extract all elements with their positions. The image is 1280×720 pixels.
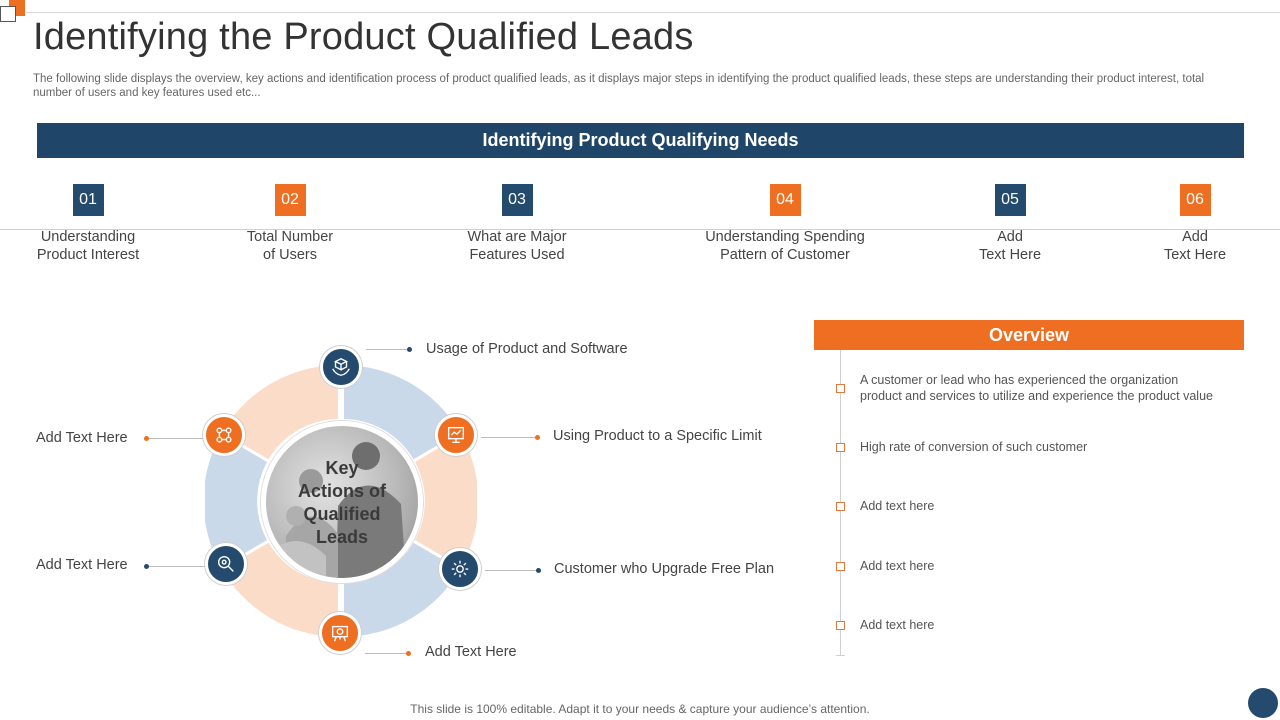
page-title: Identifying the Product Qualified Leads xyxy=(33,16,694,58)
easel-chart-icon xyxy=(319,612,361,654)
step-1: 01 Understanding Product Interest xyxy=(0,184,188,264)
step-label: Add Text Here xyxy=(978,229,1042,263)
overview-item: Add text here xyxy=(836,498,1236,514)
overview-item-text: High rate of conversion of such customer xyxy=(860,440,1088,454)
overview-item-text: Add text here xyxy=(860,559,935,573)
corner-circle-decoration xyxy=(1248,688,1278,718)
overview-item-text: A customer or lead who has experienced t… xyxy=(860,373,1213,403)
connector-right-lower xyxy=(485,570,537,571)
corner-decoration xyxy=(0,0,25,22)
overview-item-text: Add text here xyxy=(860,618,935,632)
overview-item: Add text here xyxy=(836,558,1236,574)
step-number: 03 xyxy=(501,184,533,216)
steps-divider xyxy=(0,229,1280,230)
overview-item: Add text here xyxy=(836,617,1236,633)
hands-box-icon xyxy=(320,346,362,388)
step-4: 04 Understanding Spending Pattern of Cust… xyxy=(685,184,885,264)
overview-item: High rate of conversion of such customer xyxy=(836,439,1236,455)
ring-segment-top-left xyxy=(222,365,338,460)
callout-dot xyxy=(536,568,541,573)
step-label: Understanding Product Interest xyxy=(36,229,140,263)
page-subtitle: The following slide displays the overvie… xyxy=(33,73,1205,99)
step-label: Understanding Spending Pattern of Custome… xyxy=(705,229,865,263)
connector-right-upper xyxy=(481,437,536,438)
magnifier-gear-icon xyxy=(205,543,247,585)
callout-dot xyxy=(144,564,149,569)
callout-bottom: Add Text Here xyxy=(425,644,517,660)
connector-left-lower xyxy=(148,566,205,567)
step-number: 02 xyxy=(274,184,306,216)
top-rule xyxy=(26,12,1280,13)
overview-bullet xyxy=(836,502,845,511)
overview-item-text: Add text here xyxy=(860,499,935,513)
callout-left-lower: Add Text Here xyxy=(36,557,128,573)
overview-timeline-end xyxy=(836,655,845,656)
overview-bullet xyxy=(836,443,845,452)
gear-icon xyxy=(439,548,481,590)
connector-bottom xyxy=(365,653,407,654)
callout-right-upper: Using Product to a Specific Limit xyxy=(553,428,762,444)
footer-note: This slide is 100% editable. Adapt it to… xyxy=(410,702,870,716)
step-label: Add Text Here xyxy=(1163,229,1227,263)
people-photo-icon xyxy=(266,442,406,578)
callout-right-lower: Customer who Upgrade Free Plan xyxy=(554,561,775,577)
overview-header: Overview xyxy=(814,320,1244,350)
step-6: 06 Add Text Here xyxy=(1095,184,1280,264)
step-number: 04 xyxy=(769,184,801,216)
callout-dot xyxy=(406,651,411,656)
corner-square-outline xyxy=(0,6,16,22)
step-number: 01 xyxy=(72,184,104,216)
presentation-board-icon xyxy=(435,414,477,456)
callout-left-upper: Add Text Here xyxy=(36,430,128,446)
callout-top: Usage of Product and Software xyxy=(426,341,628,357)
step-label: Total Number of Users xyxy=(246,229,334,263)
ring-segment-left xyxy=(205,434,267,568)
network-people-icon xyxy=(203,414,245,456)
step-3: 03 What are Major Features Used xyxy=(417,184,617,264)
ring-segment-bottom-right xyxy=(344,542,460,637)
step-label: What are Major Features Used xyxy=(467,229,567,263)
step-5: 05 Add Text Here xyxy=(910,184,1110,264)
actions-ring xyxy=(205,365,477,637)
overview-bullet xyxy=(836,562,845,571)
step-number: 05 xyxy=(994,184,1026,216)
step-2: 02 Total Number of Users xyxy=(190,184,390,264)
overview-bullet xyxy=(836,621,845,630)
steps-banner: Identifying Product Qualifying Needs xyxy=(37,123,1244,158)
ring-segment-right xyxy=(415,434,477,568)
callout-dot xyxy=(144,436,149,441)
overview-item: A customer or lead who has experienced t… xyxy=(836,372,1236,404)
connector-left-upper xyxy=(149,438,203,439)
connector-top xyxy=(366,349,408,350)
callout-dot xyxy=(407,347,412,352)
callout-dot xyxy=(535,435,540,440)
ring-segment-bottom-left xyxy=(222,542,338,637)
center-label: Key Actions of Qualified Leads xyxy=(298,458,386,547)
ring-segment-top-right xyxy=(344,365,460,460)
overview-bullet xyxy=(836,384,845,393)
center-photo-circle xyxy=(261,421,423,583)
step-number: 06 xyxy=(1179,184,1211,216)
